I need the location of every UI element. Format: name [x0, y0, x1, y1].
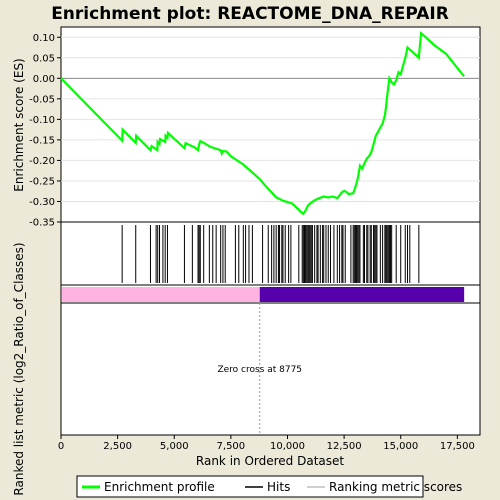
enrichment-profile-line: [60, 30, 465, 216]
metric-y-axis-label: Ranked list metric (log2_Ratio_of_Classe…: [12, 242, 26, 495]
x-tick-label: 17,500: [440, 441, 475, 452]
y-tick-label: -0.30: [29, 197, 55, 208]
es-grid: [61, 36, 480, 202]
y-tick-label: -0.25: [29, 176, 55, 187]
y-tick-label: -0.15: [29, 135, 55, 146]
x-tick-label: 10,000: [270, 441, 305, 452]
y-tick-label: 0.00: [33, 74, 55, 85]
negative-metric-bar: [259, 287, 465, 302]
hits-panel: [60, 221, 481, 286]
y-tick-label: 0.10: [33, 33, 55, 44]
x-tick-label: 7,500: [217, 441, 246, 452]
hit-marks: [121, 225, 420, 283]
x-axis-ticks: 0 2,500 5,000 7,500 10,000 12,500 15,000 17,500: [58, 435, 475, 452]
y-tick-label: -0.35: [29, 218, 55, 229]
chart-title: Enrichment plot: REACTOME_DNA_REPAIR: [51, 4, 449, 24]
positive-metric-bar: [62, 287, 260, 302]
es-panel: [60, 26, 481, 223]
x-tick-label: 2,500: [103, 441, 132, 452]
x-tick-label: 15,000: [383, 441, 418, 452]
legend-label: Enrichment profile: [104, 480, 215, 494]
legend-items: Enrichment profile Hits Ranking metric sco…: [82, 480, 462, 494]
legend-label: Ranking metric scores: [329, 480, 462, 494]
x-tick-label: 0: [58, 441, 64, 452]
x-tick-label: 12,500: [327, 441, 362, 452]
y-tick-label: 0.05: [33, 53, 55, 64]
y-tick-label: -0.20: [29, 156, 55, 167]
x-tick-label: 5,000: [160, 441, 189, 452]
legend-label: Hits: [267, 480, 290, 494]
ranked-metric-panel: [60, 302, 481, 436]
zero-cross-annotation: Zero cross at 8775: [217, 365, 302, 375]
y-tick-label: -0.10: [29, 115, 55, 126]
es-y-axis-label: Enrichment score (ES): [12, 58, 26, 191]
y-tick-label: -0.05: [29, 94, 55, 105]
es-y-ticks: 0.10 0.05 0.00 -0.05 -0.10 -0.15 -0.20 -0.25 -0.…: [29, 33, 61, 229]
x-axis-label: Rank in Ordered Dataset: [196, 454, 344, 468]
